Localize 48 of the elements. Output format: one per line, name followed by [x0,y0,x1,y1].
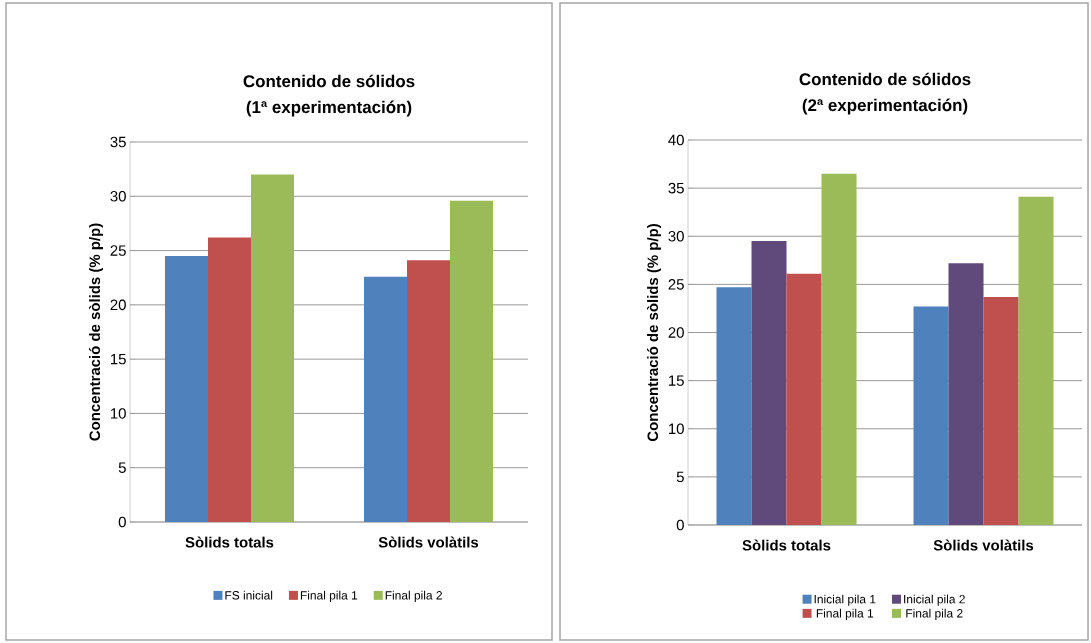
legend-label: Inicial pila 2 [904,594,965,606]
bar [821,173,857,525]
bar [948,263,984,525]
y-tick-label: 20 [110,299,126,311]
legend-label: FS inicial [225,590,273,600]
legend-label: Inicial pila 1 [814,594,876,606]
y-tick-label: 25 [110,245,126,256]
y-axis-title: Concentració de sòlids (% p/p) [646,224,662,442]
legend-label: Final pila 2 [385,590,442,602]
y-tick-label: 20 [668,327,684,338]
bar [450,200,493,522]
y-tick-label: 35 [110,136,126,148]
bar [364,276,407,522]
bar [208,237,251,522]
bar [983,296,1019,525]
y-tick-label: 0 [118,516,126,528]
bar [716,287,752,525]
legend-label: Final pila 1 [816,608,874,620]
y-tick-label: 15 [669,375,684,386]
y-tick-label: 30 [668,230,684,242]
y-tick-label: 35 [668,182,684,194]
y-tick-label: 0 [676,519,684,531]
y-tick-label: 5 [118,462,126,473]
y-tick-label: 15 [111,353,126,365]
x-tick-label: Sòlids volàtils [933,539,1034,551]
x-tick-label: Sòlids totals [742,539,831,551]
bar [407,260,450,522]
bar [751,241,787,525]
chart-subtitle: (2ª experimentación) [802,98,968,115]
y-tick-label: 10 [669,423,684,435]
y-axis-title: Concentració de sòlids (% p/p) [88,223,104,441]
y-tick-label: 25 [668,279,684,290]
chart-subtitle: (1ª experimentación) [246,100,412,117]
bar [913,306,949,525]
legend-label: Final pila 2 [906,608,963,620]
chart-title: Contenido de sólidos [243,74,415,88]
y-tick-label: 30 [110,190,126,202]
bar [165,256,208,522]
y-tick-label: 40 [668,134,684,146]
bar [1018,196,1054,525]
x-tick-label: Sòlids totals [185,536,274,548]
legend-label: Final pila 1 [300,590,358,602]
y-tick-label: 10 [111,408,126,419]
bar [251,174,294,522]
x-tick-label: Sòlids volàtils [378,536,479,548]
chart-title: Contenido de sólidos [799,72,971,86]
y-tick-label: 5 [676,471,684,483]
bar [786,273,822,525]
